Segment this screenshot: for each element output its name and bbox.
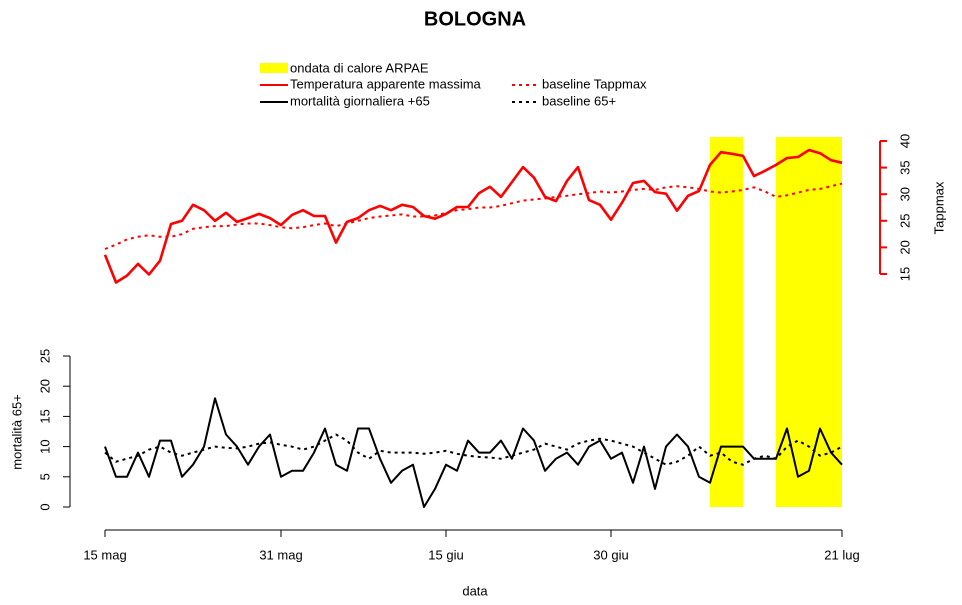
- x-axis-label: data: [462, 583, 488, 598]
- series-line: [104, 433, 843, 466]
- legend-label: Temperatura apparente massima: [290, 76, 482, 91]
- y2-tick-label: 30: [897, 187, 912, 201]
- x-tick-label: 31 mag: [259, 547, 302, 562]
- y2-tick-label: 35: [897, 160, 912, 174]
- x-tick-label: 15 mag: [83, 547, 126, 562]
- series-line: [104, 182, 843, 250]
- heatwave-band: [776, 137, 842, 507]
- series-line: [103, 148, 843, 284]
- x-tick-label: 21 lug: [824, 547, 859, 562]
- legend-label: mortalità giornaliera +65: [290, 93, 430, 108]
- y2-tick-label: 15: [897, 267, 912, 281]
- legend-label: baseline Tappmax: [542, 76, 647, 91]
- legend-label: baseline 65+: [542, 93, 616, 108]
- legend-key: [260, 63, 288, 73]
- legend-label: ondata di calore ARPAE: [290, 60, 429, 75]
- y-tick-label: 25: [37, 349, 52, 363]
- y2-tick-label: 40: [897, 134, 912, 148]
- y2-tick-label: 20: [897, 240, 912, 254]
- x-tick-label: 30 giu: [593, 547, 628, 562]
- y-tick-label: 20: [37, 379, 52, 393]
- y-tick-label: 10: [37, 439, 52, 453]
- y2-tick-label: 25: [897, 214, 912, 228]
- y-axis-label: mortalità 65+: [9, 394, 24, 470]
- y-tick-label: 5: [37, 473, 52, 480]
- x-tick-label: 15 giu: [428, 547, 463, 562]
- heatwave-band: [710, 137, 743, 507]
- y-tick-label: 15: [37, 409, 52, 423]
- y-tick-label: 0: [37, 503, 52, 510]
- y2-axis-label: Tappmax: [931, 181, 946, 234]
- chart-title: BOLOGNA: [424, 8, 526, 30]
